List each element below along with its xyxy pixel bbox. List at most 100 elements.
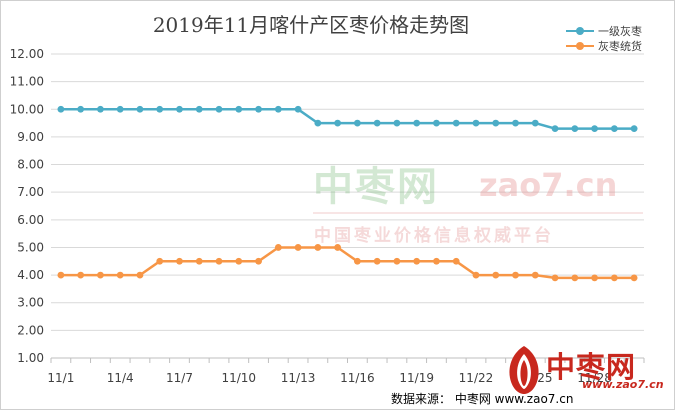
data-point: [630, 125, 638, 133]
y-tick-label: 2.00: [17, 323, 44, 337]
data-point: [393, 119, 401, 127]
series-line-2: [60, 246, 635, 280]
logo-name: 中枣网: [546, 350, 637, 384]
data-point: [235, 105, 243, 113]
data-point: [215, 105, 223, 113]
data-point: [492, 119, 500, 127]
data-point: [334, 244, 342, 251]
data-point: [433, 119, 440, 127]
x-tick-label: 11/22: [459, 371, 494, 385]
data-point: [373, 257, 381, 265]
data-point: [452, 119, 460, 127]
data-point: [255, 105, 262, 113]
x-tick-label: 11/16: [340, 371, 375, 385]
data-point: [413, 119, 421, 127]
data-point: [314, 244, 322, 251]
data-point: [136, 271, 144, 279]
series-line-1: [60, 108, 635, 130]
data-point: [591, 274, 598, 282]
source-note: 数据来源： 中枣网 www.zao7.cn: [391, 392, 574, 406]
y-axis-ticks: 1.00 2.00 3.00 4.00 5.00 6.00 7.00 8.00 9.00 10.0…: [10, 47, 44, 365]
data-point: [156, 105, 164, 113]
series-lines: [57, 105, 638, 282]
legend-swatch-series-2: [566, 41, 594, 51]
data-point: [551, 274, 559, 282]
data-point: [353, 119, 361, 127]
data-point: [492, 271, 500, 279]
data-point: [176, 257, 183, 265]
watermark-slogan: 中国枣业价格信息权威平台: [314, 226, 554, 246]
data-point: [294, 105, 302, 113]
data-point: [512, 119, 519, 127]
y-tick-label: 4.00: [17, 268, 44, 282]
x-axis-ticks: 11/1 11/4 11/7 11/10 11/13 11/16 11/19 11/22 11/…: [47, 358, 645, 385]
x-tick-label: 11/4: [107, 371, 134, 385]
data-point: [512, 271, 519, 279]
data-point: [156, 257, 164, 265]
watermark-site: zao7.cn: [479, 166, 618, 204]
data-point: [610, 274, 618, 282]
data-point: [334, 119, 342, 127]
data-point: [97, 271, 104, 279]
y-tick-label: 10.00: [10, 102, 44, 116]
y-tick-label: 8.00: [17, 158, 44, 172]
data-point: [531, 119, 539, 127]
legend-item-series-1: 一级灰枣: [566, 23, 642, 38]
y-tick-label: 9.00: [17, 130, 44, 144]
data-point: [294, 244, 302, 251]
data-point: [136, 105, 144, 113]
y-tick-label: 7.00: [17, 185, 44, 199]
x-tick-label: 11/1: [47, 371, 74, 385]
chart-title: 2019年11月喀什产区枣价格走势图: [152, 13, 470, 37]
x-tick-label: 11/10: [221, 371, 256, 385]
legend-swatch-series-1: [566, 26, 594, 36]
legend-item-series-2: 灰枣统货: [566, 38, 642, 53]
data-point: [255, 257, 262, 265]
data-point: [571, 274, 579, 282]
watermark-band: [313, 212, 643, 214]
legend-label-series-1: 一级灰枣: [598, 24, 642, 38]
data-point: [353, 257, 361, 265]
data-point: [314, 119, 322, 127]
data-point: [531, 271, 539, 279]
grid-lines: [51, 53, 644, 359]
data-point: [116, 271, 124, 279]
data-point: [176, 105, 183, 113]
y-tick-label: 5.00: [17, 240, 44, 254]
watermark-name: 中枣网: [313, 164, 439, 210]
y-tick-label: 11.00: [10, 75, 44, 89]
data-point: [215, 257, 223, 265]
data-point: [413, 257, 421, 265]
data-point: [393, 257, 401, 265]
logo-jujube-icon: [509, 346, 539, 394]
data-point: [77, 271, 85, 279]
data-point: [630, 274, 638, 282]
y-tick-label: 6.00: [17, 213, 44, 227]
data-point: [472, 271, 480, 279]
x-tick-label: 11/28: [577, 371, 612, 385]
data-point: [433, 257, 440, 265]
data-point: [373, 119, 381, 127]
y-tick-label: 1.00: [17, 351, 44, 365]
legend-label-series-2: 灰枣统货: [598, 39, 642, 53]
data-point: [571, 125, 579, 133]
data-point: [472, 119, 480, 127]
x-tick-label: 11/13: [281, 371, 316, 385]
data-point: [274, 244, 282, 251]
data-point: [195, 105, 203, 113]
logo-url: www.zao7.cn: [582, 378, 664, 391]
data-point: [274, 105, 282, 113]
data-point: [235, 257, 243, 265]
data-point: [551, 125, 559, 133]
data-point: [195, 257, 203, 265]
data-point: [57, 105, 65, 113]
data-point: [97, 105, 104, 113]
data-point: [116, 105, 124, 113]
legend: 一级灰枣 灰枣统货: [566, 23, 642, 53]
data-point: [57, 271, 65, 279]
data-point: [77, 105, 85, 113]
data-point: [610, 125, 618, 133]
y-tick-label: 3.00: [17, 296, 44, 310]
